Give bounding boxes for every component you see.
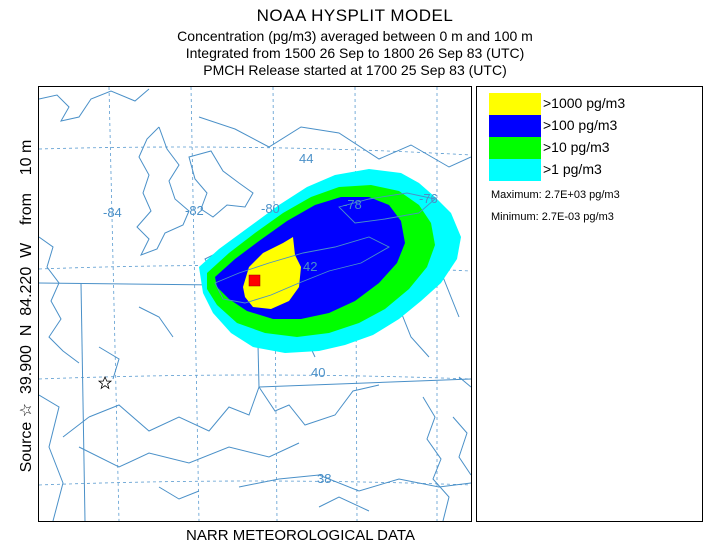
lon-label-76: -76 xyxy=(419,191,438,206)
atlantic-coast xyxy=(452,376,471,476)
lake-ontario-overlay xyxy=(338,192,436,224)
meteorological-data-footer: NARR METEOROLOGICAL DATA xyxy=(186,527,415,544)
release-point-marker xyxy=(248,274,261,287)
lon-label-78: -78 xyxy=(343,197,362,212)
overlay-lakes xyxy=(214,192,436,304)
release-subtitle: PMCH Release started at 1700 25 Sep 83 (… xyxy=(203,62,507,78)
rivers-south xyxy=(158,486,370,512)
legend-panel: >1000 pg/m3 >100 pg/m3 >10 pg/m3 >1 pg/m… xyxy=(476,86,703,522)
legend-label-gt-100: >100 pg/m3 xyxy=(543,117,618,133)
map-svg: 44 42 40 38 -84 -82 -80 -78 -76 xyxy=(39,87,471,521)
lake-erie-overlay xyxy=(214,236,390,304)
rivers-west xyxy=(98,306,174,380)
lat-label-38: 38 xyxy=(317,471,331,486)
lake-michigan-shore xyxy=(39,236,80,364)
plume xyxy=(199,169,461,353)
ohio-river xyxy=(88,386,260,432)
source-location-label: Source ☆ 39.900 N 84.220 W from 10 m xyxy=(18,139,35,473)
legend-swatch-gt-10 xyxy=(489,137,541,159)
legend-swatch-gt-100 xyxy=(489,115,541,137)
virginia-boundary xyxy=(238,474,471,492)
lon-label-82: -82 xyxy=(185,203,204,218)
lon-line-84 xyxy=(108,87,120,521)
pennsylvania-south-boundary xyxy=(258,378,471,388)
lon-line-82 xyxy=(190,87,200,521)
kentucky-boundary xyxy=(62,416,300,468)
legend-swatch-gt-1 xyxy=(489,159,541,181)
lat-line-38 xyxy=(39,480,471,486)
legend-label-gt-10: >10 pg/m3 xyxy=(543,139,610,155)
concentration-subtitle: Concentration (pg/m3) averaged between 0… xyxy=(177,28,533,44)
maximum-value: Maximum: 2.7E+03 pg/m3 xyxy=(491,189,620,201)
lake-huron-shore xyxy=(39,88,190,256)
map-panel: 44 42 40 38 -84 -82 -80 -78 -76 xyxy=(38,86,472,522)
legend-label-gt-1000: >1000 pg/m3 xyxy=(543,95,626,111)
plume-gt-1000 xyxy=(243,237,301,309)
legend-label-gt-1: >1 pg/m3 xyxy=(543,161,602,177)
west-virginia-boundary xyxy=(258,384,380,426)
integration-period-subtitle: Integrated from 1500 26 Sep to 1800 26 S… xyxy=(185,45,525,61)
lon-label-84: -84 xyxy=(103,205,122,220)
minimum-value: Minimum: 2.7E-03 pg/m3 xyxy=(491,211,614,223)
lat-label-40: 40 xyxy=(311,365,325,380)
legend-swatch-gt-1000 xyxy=(489,93,541,115)
lat-label-44: 44 xyxy=(299,151,313,166)
lat-label-42: 42 xyxy=(303,259,317,274)
map-title: NOAA HYSPLIT MODEL xyxy=(256,6,454,25)
michigan-ohio-indiana-boundary xyxy=(39,282,220,286)
lat-line-44 xyxy=(39,146,471,156)
illinois-indiana-boundary xyxy=(39,394,64,521)
chesapeake-bay xyxy=(422,396,450,521)
ontario-shore-north xyxy=(198,116,471,168)
lon-label-80: -80 xyxy=(261,201,280,216)
lat-line-40 xyxy=(39,374,471,380)
indiana-ohio-boundary xyxy=(80,282,86,521)
star-icon xyxy=(97,376,113,390)
georgian-bay-shore xyxy=(188,150,254,218)
